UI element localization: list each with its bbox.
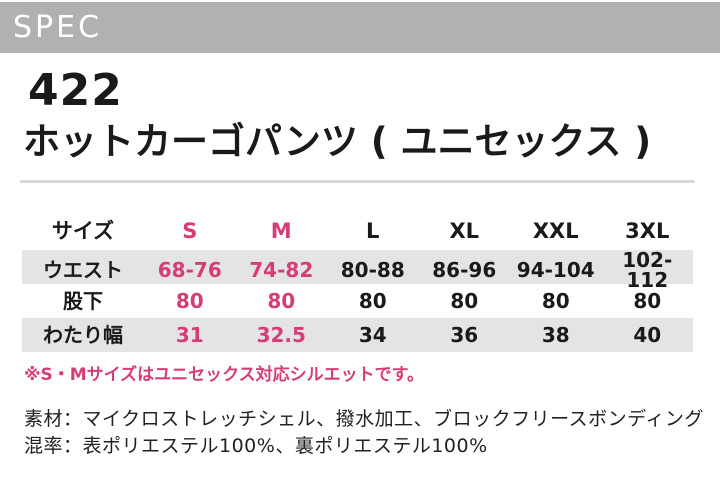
title-divider: [20, 179, 695, 183]
waist-value-s: 68-76: [157, 257, 222, 282]
inseam-value-xl: 80: [450, 288, 479, 313]
composition-line: 混率：表ポリエステル100%、裏ポリエステル100%: [24, 434, 488, 457]
thigh-value-s: 31: [175, 322, 204, 347]
row-label-inseam: 股下: [63, 288, 103, 313]
table-row-waist: ウエスト 68-76 74-82 80-88 86-96 94-104 102-…: [22, 249, 693, 290]
material-line: 素材：マイクロストレッチシェル、撥水加工、ブロックフリースボンディング: [24, 407, 704, 430]
waist-value-m: 74-82: [249, 257, 314, 282]
row-label-thigh-width: わたり幅: [43, 322, 123, 347]
size-column-label: サイズ: [51, 218, 115, 243]
inseam-value-s: 80: [175, 288, 204, 313]
inseam-value-l: 80: [358, 288, 387, 313]
waist-value-xl: 86-96: [432, 257, 497, 282]
table-row-thigh-width: わたり幅 31 32.5 34 36 38 40: [22, 317, 693, 352]
waist-value-3xl: 102-112: [622, 247, 673, 292]
spec-banner-label: SPEC: [13, 9, 103, 45]
product-name: ホットカーゴパンツ ( ユニセックス ): [23, 120, 652, 163]
inseam-value-3xl: 80: [633, 288, 662, 313]
table-row-inseam: 股下 80 80 80 80 80 80: [22, 284, 693, 318]
table-header-row: サイズ S M L XL XXL 3XL: [22, 213, 693, 250]
thigh-value-xxl: 38: [541, 322, 570, 347]
row-label-waist: ウエスト: [43, 257, 123, 282]
size-spec-table: サイズ S M L XL XXL 3XL ウエスト 68-76 74-82 80…: [22, 213, 693, 352]
waist-value-l: 80-88: [340, 257, 405, 282]
size-header-s: S: [182, 218, 198, 243]
size-header-m: M: [270, 218, 292, 243]
size-header-xxl: XXL: [532, 218, 579, 243]
product-code: 422: [28, 65, 123, 116]
thigh-value-3xl: 40: [633, 322, 662, 347]
product-details: 素材：マイクロストレッチシェル、撥水加工、ブロックフリースボンディング 混率：表…: [24, 406, 720, 460]
spec-banner: SPEC: [0, 2, 720, 53]
thigh-value-m: 32.5: [256, 322, 306, 347]
thigh-value-l: 34: [358, 322, 387, 347]
size-header-xl: XL: [449, 218, 480, 243]
thigh-value-xl: 36: [450, 322, 479, 347]
size-header-l: L: [366, 218, 380, 243]
inseam-value-m: 80: [267, 288, 296, 313]
inseam-value-xxl: 80: [541, 288, 570, 313]
size-header-3xl: 3XL: [625, 218, 670, 243]
waist-value-xxl: 94-104: [516, 257, 595, 282]
size-note: ※S・Mサイズはユニセックス対応シルエットです。: [24, 364, 424, 385]
